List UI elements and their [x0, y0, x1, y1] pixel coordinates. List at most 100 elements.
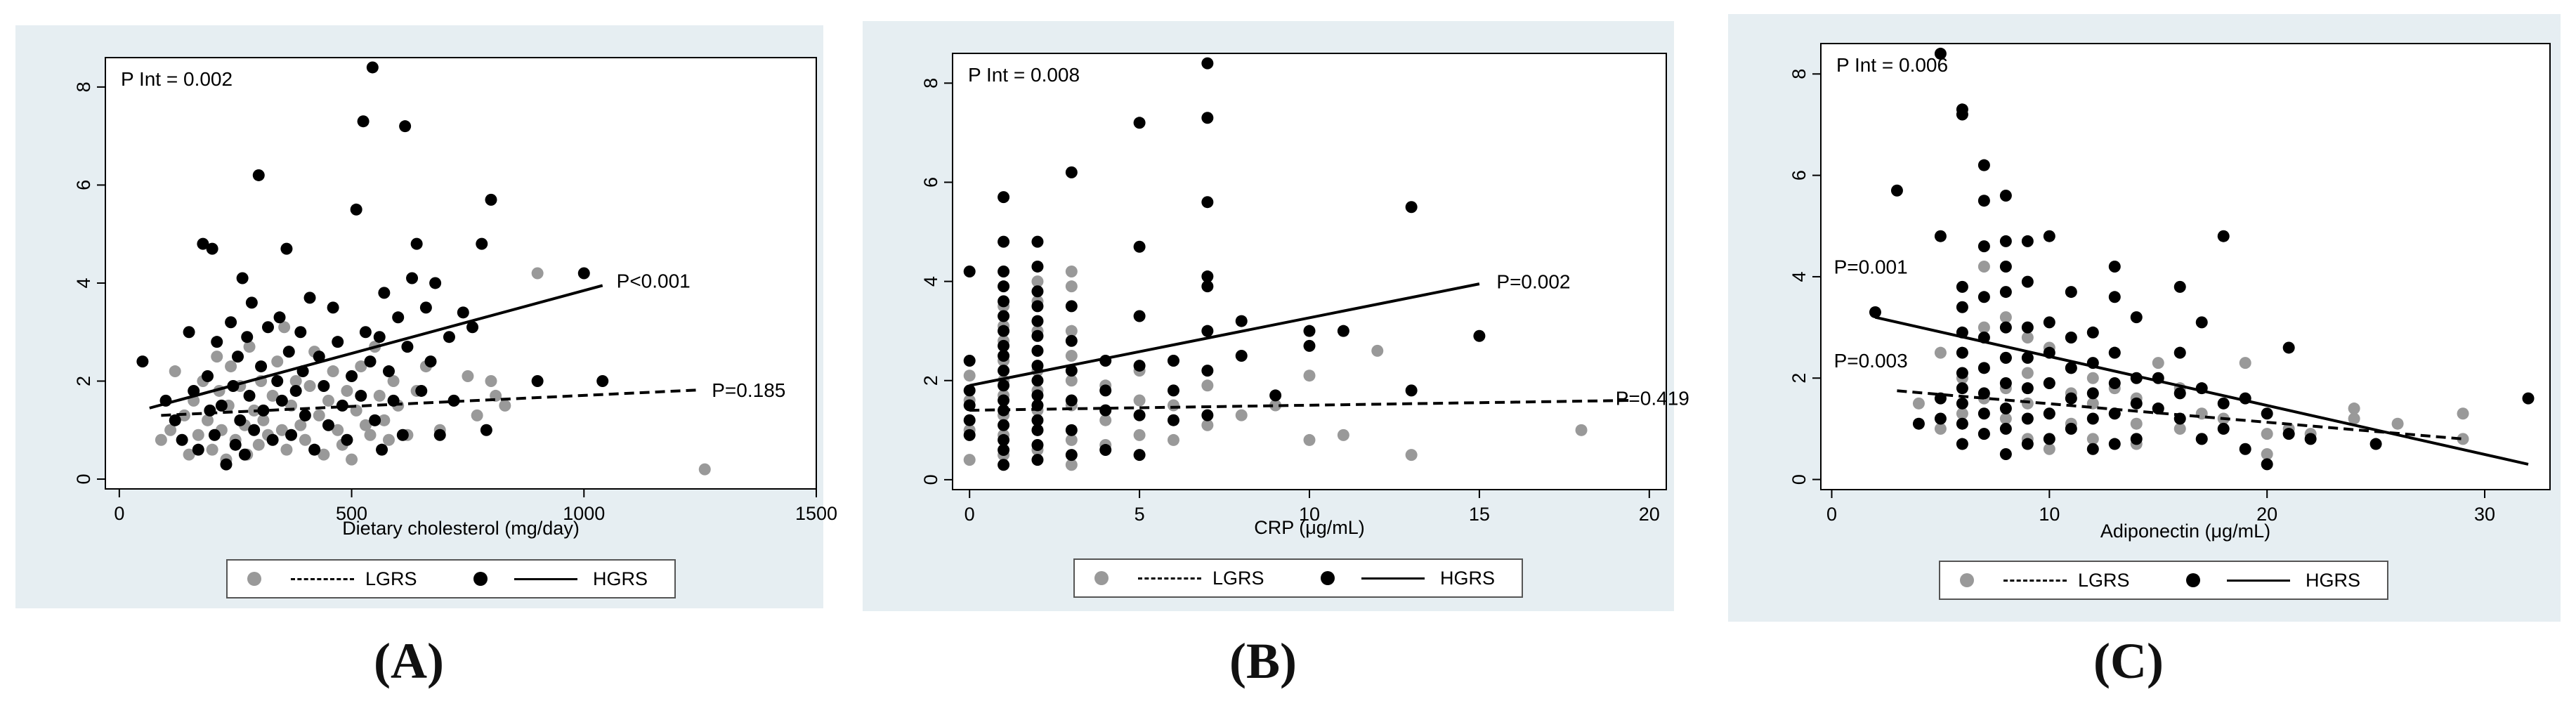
lgrs-point [332, 424, 344, 436]
hgrs-point [1235, 349, 1248, 362]
hgrs-point [262, 321, 275, 334]
hgrs-point [1201, 365, 1214, 377]
hgrs-point [2130, 397, 2143, 410]
hgrs-point [998, 191, 1010, 204]
hgrs-point [382, 365, 395, 378]
hgrs-point [2195, 433, 2208, 445]
hgrs-point [1065, 334, 1078, 347]
lgrs-point [211, 351, 223, 363]
hgrs-point [1133, 449, 1146, 462]
hgrs-point [1999, 377, 2012, 389]
hgrs-point [364, 355, 377, 368]
legend-lgrs-label: LGRS [365, 568, 417, 589]
panel-label-a: (A) [374, 633, 444, 689]
lgrs-point [164, 424, 177, 436]
hgrs-point [998, 444, 1010, 457]
hgrs-point [2369, 438, 2382, 450]
hgrs-point [282, 346, 295, 358]
hgrs-point [2130, 433, 2143, 445]
lgrs-point [2391, 417, 2404, 430]
hgrs-point [2152, 403, 2164, 415]
hgrs-point [485, 193, 497, 206]
x-tick-label: 20 [2256, 504, 2277, 525]
legend-hgrs-label: HGRS [1440, 568, 1496, 589]
hgrs-point [1405, 201, 1418, 214]
hgrs-point [1065, 166, 1078, 178]
hgrs-point [1999, 422, 2012, 435]
hgrs-point [963, 414, 976, 426]
lgrs-point [1201, 419, 1214, 431]
hgrs-point [396, 429, 409, 441]
hgrs-point [1999, 235, 2012, 247]
hgrs-point [963, 429, 976, 441]
hgrs-point [1167, 355, 1179, 367]
hgrs-point [2282, 341, 2295, 354]
legend-hgrs-label: HGRS [593, 568, 648, 589]
lgrs-point [243, 341, 256, 353]
hgrs-point [355, 389, 367, 402]
hgrs-point [2108, 261, 2121, 273]
lgrs-point [1303, 369, 1316, 382]
y-tick-label: 2 [73, 376, 94, 386]
hgrs-point [1167, 414, 1179, 426]
hgrs-point [252, 169, 265, 181]
lgrs-point [2457, 433, 2469, 445]
x-tick-label: 15 [1469, 504, 1490, 525]
lgrs-point [322, 394, 334, 407]
hgrs-point [1031, 360, 1044, 372]
x-tick-label: 0 [965, 504, 975, 525]
hgrs-point [273, 311, 286, 324]
legend-hgrs-line [2227, 580, 2290, 582]
lgrs-point [225, 360, 237, 373]
hgrs-point [1065, 365, 1078, 377]
hgrs-point [392, 311, 405, 324]
lgrs-point [2173, 422, 2186, 435]
hgrs-point [1999, 261, 2012, 273]
lgrs-point [355, 360, 367, 373]
hgrs-point [433, 429, 446, 441]
legend-lgrs-label: LGRS [1212, 568, 1264, 589]
hgrs-point [1999, 447, 2012, 460]
hgrs-point [1031, 414, 1044, 426]
x-tick-label: 500 [336, 503, 367, 524]
hgrs-point [1031, 329, 1044, 342]
hgrs-point [1031, 454, 1044, 466]
lgrs-point [257, 414, 270, 426]
lgrs-point [206, 443, 218, 456]
hgrs-point [373, 331, 386, 344]
hgrs-point [236, 272, 249, 284]
hgrs-point [169, 414, 181, 426]
hgrs-point [1303, 339, 1316, 352]
lgrs-point [266, 389, 279, 402]
lgrs-point [313, 409, 325, 421]
hgrs-point [2173, 387, 2186, 400]
hgrs-point [2065, 422, 2077, 435]
hgrs-point [1956, 397, 1968, 410]
hgrs-point [2021, 382, 2034, 395]
hgrs-point [1956, 417, 1968, 430]
hgrs-point [176, 433, 188, 446]
lgrs-point [327, 365, 339, 378]
lgrs-point [299, 433, 311, 446]
hgrs-point [204, 404, 216, 417]
lgrs-point [1999, 311, 2012, 324]
y-tick-label: 6 [73, 180, 94, 190]
hgrs-fit-line [1875, 315, 2529, 466]
hgrs-point [2195, 316, 2208, 329]
lgrs-point [1575, 424, 1588, 436]
hgrs-point [1065, 449, 1078, 462]
lgrs-point [202, 414, 214, 426]
hgrs-point [2065, 392, 2077, 405]
hgrs-point [220, 458, 233, 471]
legend-lgrs-line [1138, 577, 1201, 580]
hgrs-point [998, 280, 1010, 293]
hgrs-point [1977, 362, 1990, 374]
legend-hgrs-marker [1321, 571, 1335, 585]
legend-lgrs-marker [247, 572, 261, 586]
hgrs-p-value: P=0.002 [1496, 271, 1570, 293]
hgrs-point [332, 336, 344, 348]
hgrs-point [322, 419, 334, 431]
x-tick-label: 1500 [795, 503, 837, 524]
hgrs-point [419, 301, 432, 314]
hgrs-point [1201, 270, 1214, 283]
